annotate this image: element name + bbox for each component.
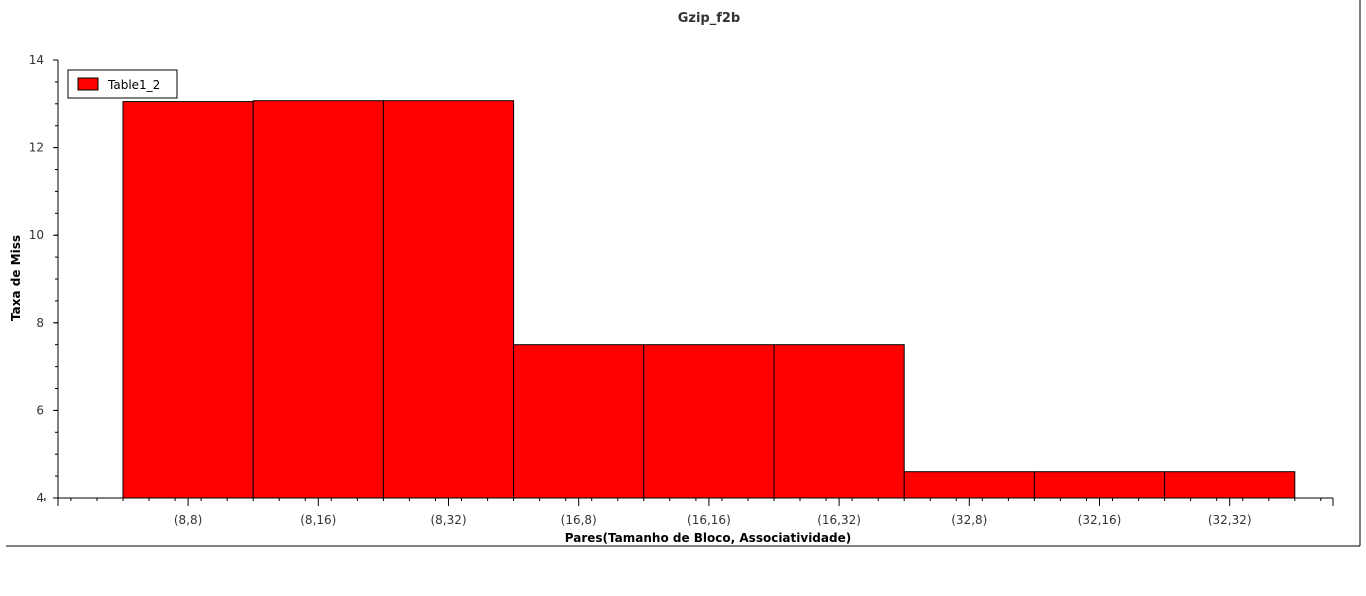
bar <box>252 100 384 499</box>
bar <box>513 344 645 499</box>
legend-label: Table1_2 <box>107 78 160 92</box>
x-tick-label: (32,16) <box>1078 513 1122 527</box>
x-tick-label: (16,16) <box>687 513 731 527</box>
x-tick-label: (32,8) <box>951 513 987 527</box>
bar <box>1033 471 1166 499</box>
bar <box>1164 471 1296 499</box>
x-tick-label: (8,8) <box>174 513 202 527</box>
x-tick-label: (16,32) <box>817 513 861 527</box>
y-axis: 4 6 8 10 12 14 <box>29 53 59 505</box>
y-tick-label: 14 <box>29 53 44 67</box>
legend: Table1_2 <box>67 69 178 99</box>
y-tick-label: 4 <box>36 491 44 505</box>
x-axis-title: Pares(Tamanho de Bloco, Associatividade) <box>565 531 851 545</box>
x-tick-label: (32,32) <box>1208 513 1252 527</box>
plot-area <box>122 100 1296 499</box>
chart-title: Gzip_f2b <box>678 11 741 26</box>
y-tick-label: 6 <box>36 403 44 417</box>
x-tick-label: (16,8) <box>561 513 597 527</box>
y-axis-title: Taxa de Miss <box>9 235 23 321</box>
bar <box>643 344 775 499</box>
bar <box>122 101 254 499</box>
bar <box>903 471 1035 499</box>
y-tick-label: 10 <box>29 228 44 242</box>
bar <box>773 344 905 499</box>
bar <box>382 100 515 499</box>
y-tick-label: 12 <box>29 141 44 155</box>
legend-swatch <box>77 77 99 91</box>
y-tick-label: 8 <box>36 316 44 330</box>
legend-box <box>67 69 178 99</box>
x-axis: (8,8) (8,16) (8,32) (16,8) (16,16) (16,32) (32… <box>44 497 1334 527</box>
x-tick-label: (8,16) <box>300 513 336 527</box>
x-tick-label: (8,32) <box>430 513 466 527</box>
